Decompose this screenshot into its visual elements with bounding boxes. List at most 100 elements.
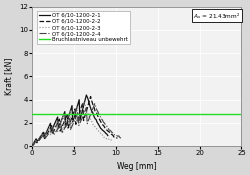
OT 6/10-1200-2-2 (96, 113, 99, 116)
OT 6/10-1200-2-4 (39, 137, 42, 139)
OT 6/10-1200-2-1 (104, 131, 106, 134)
OT 6/10-1200-2-2 (34, 139, 37, 141)
OT 6/10-1200-2-3 (30, 145, 34, 147)
OT 6/10-1200-2-2 (108, 131, 111, 133)
OT 6/10-1200-2-1 (32, 141, 35, 144)
OT 6/10-1200-2-2 (81, 102, 84, 104)
OT 6/10-1200-2-4 (104, 124, 107, 126)
X-axis label: Weg [mm]: Weg [mm] (117, 162, 156, 171)
OT 6/10-1200-2-1 (38, 136, 42, 138)
OT 6/10-1200-2-3 (93, 125, 96, 127)
OT 6/10-1200-2-2 (91, 103, 94, 105)
OT 6/10-1200-2-3 (101, 134, 104, 136)
OT 6/10-1200-2-3 (104, 136, 106, 139)
OT 6/10-1200-2-1 (30, 145, 34, 147)
OT 6/10-1200-2-4 (101, 119, 104, 121)
OT 6/10-1200-2-2 (35, 142, 38, 144)
OT 6/10-1200-2-2 (95, 111, 98, 113)
OT 6/10-1200-2-4 (102, 121, 105, 123)
OT 6/10-1200-2-1 (106, 135, 109, 137)
OT 6/10-1200-2-1 (78, 99, 81, 101)
OT 6/10-1200-2-1 (89, 108, 92, 110)
OT 6/10-1200-2-1 (90, 110, 93, 112)
OT 6/10-1200-2-2 (82, 119, 85, 121)
OT 6/10-1200-2-1 (96, 121, 98, 123)
OT 6/10-1200-2-1 (46, 129, 49, 131)
OT 6/10-1200-2-1 (87, 98, 90, 100)
OT 6/10-1200-2-2 (74, 123, 77, 125)
OT 6/10-1200-2-4 (64, 125, 67, 127)
OT 6/10-1200-2-4 (48, 132, 50, 134)
OT 6/10-1200-2-3 (62, 127, 66, 129)
OT 6/10-1200-2-1 (86, 96, 89, 98)
OT 6/10-1200-2-1 (34, 138, 37, 140)
OT 6/10-1200-2-1 (64, 126, 67, 128)
OT 6/10-1200-2-3 (90, 121, 94, 123)
OT 6/10-1200-2-1 (85, 94, 88, 96)
OT 6/10-1200-2-4 (111, 132, 114, 134)
OT 6/10-1200-2-2 (107, 130, 110, 132)
OT 6/10-1200-2-1 (71, 121, 74, 123)
OT 6/10-1200-2-4 (93, 103, 96, 105)
OT 6/10-1200-2-4 (44, 137, 47, 139)
OT 6/10-1200-2-2 (98, 118, 101, 120)
OT 6/10-1200-2-1 (88, 105, 92, 107)
OT 6/10-1200-2-2 (42, 132, 45, 134)
OT 6/10-1200-2-1 (97, 124, 100, 126)
OT 6/10-1200-2-1 (101, 129, 104, 131)
OT 6/10-1200-2-1 (70, 105, 74, 107)
OT 6/10-1200-2-4 (77, 124, 80, 127)
OT 6/10-1200-2-3 (96, 129, 100, 131)
Legend: OT 6/10-1200-2-1, OT 6/10-1200-2-2, OT 6/10-1200-2-3, OT 6/10-1200-2-4, Bruchlas: OT 6/10-1200-2-1, OT 6/10-1200-2-2, OT 6… (37, 11, 130, 44)
OT 6/10-1200-2-2 (110, 133, 113, 135)
OT 6/10-1200-2-2 (66, 113, 69, 115)
OT 6/10-1200-2-2 (99, 120, 102, 122)
OT 6/10-1200-2-1 (99, 127, 102, 129)
OT 6/10-1200-2-3 (94, 126, 97, 128)
OT 6/10-1200-2-1 (42, 136, 45, 138)
OT 6/10-1200-2-2 (115, 137, 118, 139)
OT 6/10-1200-2-2 (101, 124, 104, 126)
OT 6/10-1200-2-2 (100, 123, 103, 125)
OT 6/10-1200-2-4 (51, 128, 54, 130)
OT 6/10-1200-2-1 (57, 127, 60, 130)
OT 6/10-1200-2-1 (102, 130, 105, 132)
OT 6/10-1200-2-3 (110, 140, 114, 142)
OT 6/10-1200-2-3 (99, 132, 102, 134)
OT 6/10-1200-2-2 (59, 130, 62, 132)
OT 6/10-1200-2-2 (105, 128, 108, 131)
OT 6/10-1200-2-4 (100, 118, 103, 120)
OT 6/10-1200-2-2 (66, 127, 70, 129)
Line: OT 6/10-1200-2-4: OT 6/10-1200-2-4 (32, 104, 121, 146)
Text: $A_s$ = 21.43mm²: $A_s$ = 21.43mm² (193, 11, 240, 21)
OT 6/10-1200-2-1 (82, 106, 85, 108)
OT 6/10-1200-2-4 (30, 145, 34, 147)
OT 6/10-1200-2-2 (58, 118, 61, 120)
OT 6/10-1200-2-2 (43, 138, 46, 140)
OT 6/10-1200-2-1 (92, 114, 95, 116)
OT 6/10-1200-2-1 (74, 110, 78, 112)
OT 6/10-1200-2-4 (117, 135, 120, 137)
OT 6/10-1200-2-3 (90, 119, 92, 121)
OT 6/10-1200-2-4 (113, 134, 116, 136)
OT 6/10-1200-2-2 (102, 125, 106, 127)
Line: OT 6/10-1200-2-2: OT 6/10-1200-2-2 (32, 96, 117, 146)
OT 6/10-1200-2-1 (104, 132, 108, 135)
OT 6/10-1200-2-1 (67, 116, 70, 118)
OT 6/10-1200-2-3 (56, 131, 59, 134)
OT 6/10-1200-2-3 (70, 125, 72, 127)
OT 6/10-1200-2-2 (32, 143, 35, 145)
OT 6/10-1200-2-4 (90, 112, 92, 114)
OT 6/10-1200-2-1 (42, 131, 45, 133)
OT 6/10-1200-2-3 (49, 134, 52, 136)
OT 6/10-1200-2-2 (62, 122, 65, 124)
OT 6/10-1200-2-4 (112, 132, 115, 134)
OT 6/10-1200-2-4 (106, 127, 109, 129)
OT 6/10-1200-2-4 (86, 122, 89, 125)
OT 6/10-1200-2-3 (42, 132, 44, 135)
OT 6/10-1200-2-2 (92, 106, 96, 108)
OT 6/10-1200-2-3 (105, 138, 108, 140)
OT 6/10-1200-2-3 (108, 139, 111, 141)
OT 6/10-1200-2-4 (115, 134, 118, 136)
OT 6/10-1200-2-4 (69, 128, 72, 131)
